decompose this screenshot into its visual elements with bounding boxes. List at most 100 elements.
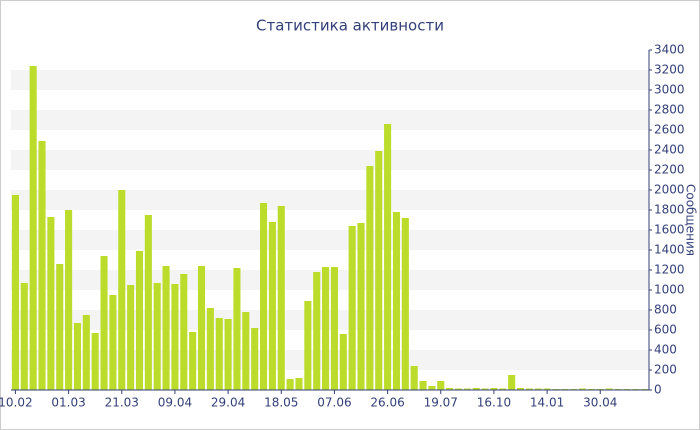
bar [446, 388, 454, 390]
bar [578, 388, 587, 390]
bar [605, 388, 613, 390]
bar [11, 195, 19, 390]
x-tick-label: 19.07 [424, 396, 458, 410]
grid-band [11, 110, 649, 130]
y-tick-label: 1800 [654, 203, 685, 217]
bar [73, 323, 82, 390]
bar [135, 251, 144, 390]
y-tick-label: 3400 [654, 43, 685, 57]
bar [118, 190, 126, 390]
x-tick-label: 01.03 [51, 396, 85, 410]
bar [330, 267, 338, 390]
bar [259, 203, 268, 390]
bar [348, 226, 356, 390]
chart-title: Статистика активности [256, 17, 444, 35]
grid-band [11, 350, 649, 370]
bar [197, 266, 206, 390]
bar [189, 332, 197, 390]
bar [180, 274, 188, 390]
bar [56, 264, 64, 390]
grid-band [11, 270, 649, 290]
y-tick-label: 600 [654, 323, 677, 337]
bar [100, 256, 108, 390]
y-tick-label: 200 [654, 363, 677, 377]
grid-band [11, 190, 649, 210]
y-tick-label: 3000 [654, 83, 685, 97]
y-tick-label: 2600 [654, 123, 685, 137]
bar [508, 375, 516, 390]
x-tick-label: 21.03 [105, 396, 139, 410]
y-tick-label: 2400 [654, 143, 685, 157]
bar [472, 388, 480, 390]
bar [428, 386, 436, 390]
bar [268, 222, 276, 390]
x-tick-label: 10.02 [0, 396, 33, 410]
bar [525, 388, 533, 390]
bar [384, 124, 392, 390]
x-tick-label: 29.04 [211, 396, 245, 410]
bar [463, 388, 471, 390]
bar [153, 283, 161, 390]
bar [82, 315, 90, 390]
y-tick-label: 3200 [654, 63, 685, 77]
y-tick-label: 400 [654, 343, 677, 357]
bar [251, 328, 259, 390]
bar [91, 333, 99, 390]
x-tick-label: 30.04 [583, 396, 617, 410]
grid-band [11, 230, 649, 250]
y-tick-label: 800 [654, 303, 677, 317]
bar [339, 334, 347, 390]
bar [401, 218, 409, 390]
y-tick-label: 1000 [654, 283, 685, 297]
bar [437, 381, 445, 390]
bar [127, 285, 135, 390]
bar [454, 388, 463, 390]
x-tick-label: 18.05 [264, 396, 298, 410]
bar [516, 388, 525, 390]
y-axis-label: Сообщения [684, 184, 698, 256]
y-tick-label: 2200 [654, 163, 685, 177]
bar [29, 66, 37, 390]
bar [499, 388, 507, 390]
grid-band [11, 150, 649, 170]
bar [109, 295, 117, 390]
bar [286, 379, 294, 390]
bar [242, 312, 250, 390]
x-tick-label: 09.04 [158, 396, 192, 410]
bar [357, 223, 365, 390]
y-tick-label: 0 [654, 383, 662, 397]
y-tick-label: 2000 [654, 183, 685, 197]
bar [490, 388, 498, 390]
bar [20, 283, 28, 390]
x-tick-label: 07.06 [317, 396, 351, 410]
bar [366, 166, 374, 390]
bar [534, 388, 542, 390]
bar [233, 268, 241, 390]
bar [543, 388, 551, 390]
bar [419, 381, 427, 390]
bar [313, 272, 321, 390]
bar [322, 267, 330, 390]
bar [392, 212, 401, 390]
y-tick-label: 1400 [654, 243, 685, 257]
bar [410, 366, 418, 390]
bar [295, 378, 303, 390]
y-tick-label: 1600 [654, 223, 685, 237]
grid-band [11, 70, 649, 90]
x-tick-label: 16.10 [477, 396, 511, 410]
bar [224, 319, 232, 390]
y-tick-label: 2800 [654, 103, 685, 117]
x-tick-label: 26.06 [370, 396, 404, 410]
y-tick-label: 1200 [654, 263, 685, 277]
bar [144, 215, 152, 390]
bar [47, 217, 55, 390]
bar [171, 284, 179, 390]
bar [304, 301, 312, 390]
bar [162, 266, 170, 390]
bar [277, 206, 285, 390]
bar [38, 141, 46, 390]
bar [481, 388, 489, 390]
bar [206, 308, 214, 390]
grid-band [11, 310, 649, 330]
